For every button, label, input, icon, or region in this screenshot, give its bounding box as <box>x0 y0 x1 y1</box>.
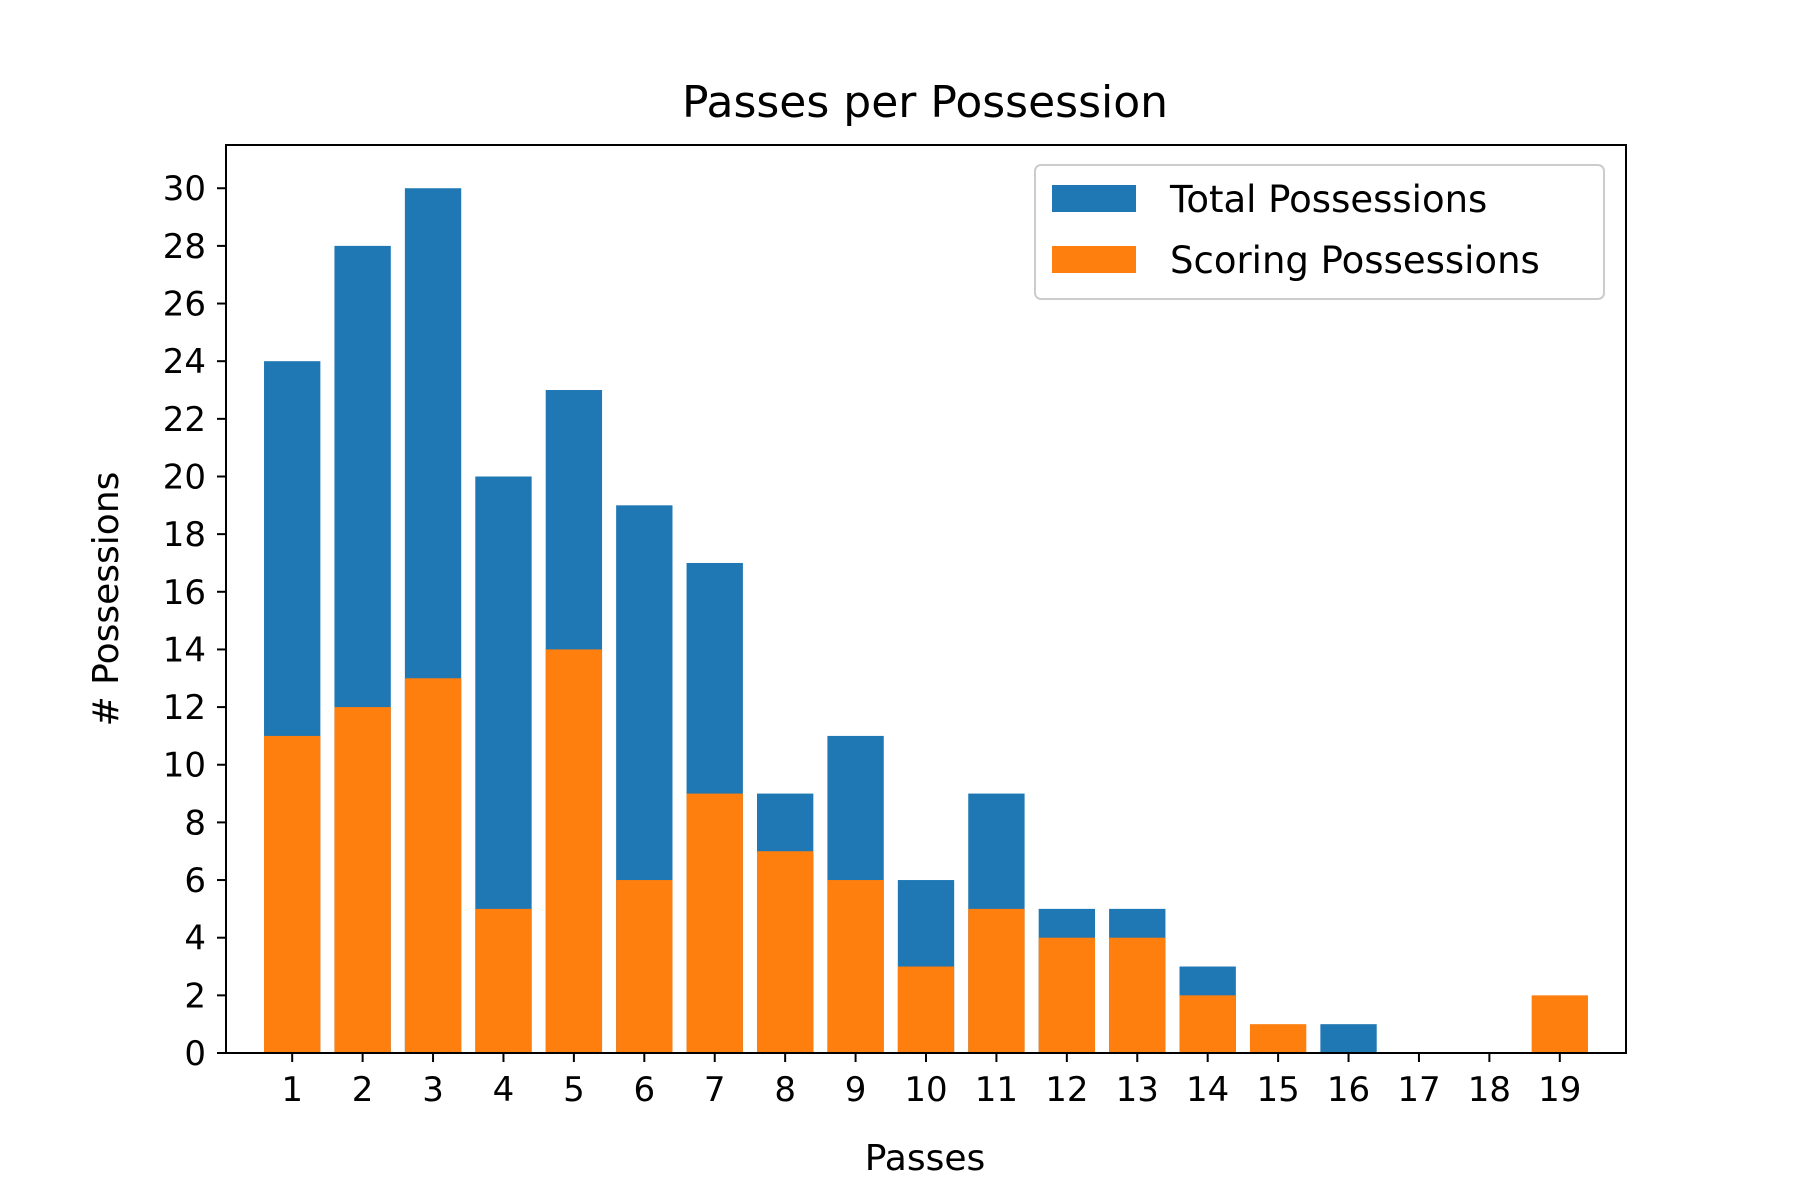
bar-scoring-12 <box>1038 937 1096 1053</box>
legend: Total Possessions Scoring Possessions <box>1034 164 1605 300</box>
x-tick-label-7: 7 <box>704 1070 726 1110</box>
bars-group <box>264 188 1588 1054</box>
x-axis-label: Passes <box>865 1138 986 1179</box>
x-tick-label-13: 13 <box>1116 1070 1159 1110</box>
x-tick-label-15: 15 <box>1256 1070 1299 1110</box>
bar-scoring-14 <box>1179 995 1236 1053</box>
bar-total-16 <box>1320 1024 1377 1053</box>
legend-swatch-total-possessions <box>1052 185 1136 212</box>
x-tick-label-4: 4 <box>493 1070 515 1110</box>
bar-scoring-9 <box>827 880 884 1053</box>
legend-label-scoring-possessions: Scoring Possessions <box>1170 239 1540 282</box>
bar-scoring-2 <box>334 707 391 1053</box>
y-tick-label-6: 6 <box>184 861 206 901</box>
bar-scoring-19 <box>1531 995 1588 1053</box>
bar-scoring-10 <box>897 966 955 1053</box>
bar-scoring-1 <box>264 735 321 1053</box>
x-tick-label-19: 19 <box>1538 1070 1581 1110</box>
x-tick-label-17: 17 <box>1397 1070 1440 1110</box>
x-tick-label-5: 5 <box>563 1070 585 1110</box>
legend-box <box>1034 164 1605 300</box>
y-tick-label-14: 14 <box>163 630 206 670</box>
y-tick-label-0: 0 <box>184 1034 206 1074</box>
x-tick-label-1: 1 <box>281 1070 303 1110</box>
legend-label-total-possessions: Total Possessions <box>1169 178 1487 221</box>
x-tick-label-2: 2 <box>352 1070 374 1110</box>
chart-title: Passes per Possession <box>682 77 1168 128</box>
y-tick-label-2: 2 <box>184 976 206 1016</box>
bar-scoring-7 <box>686 793 743 1053</box>
y-tick-label-22: 22 <box>163 400 206 440</box>
y-tick-label-28: 28 <box>163 227 206 267</box>
x-tick-label-8: 8 <box>774 1070 796 1110</box>
x-tick-label-16: 16 <box>1327 1070 1370 1110</box>
y-tick-label-20: 20 <box>163 457 206 497</box>
y-tick-label-18: 18 <box>163 515 206 555</box>
y-tick-label-26: 26 <box>163 285 206 325</box>
x-tick-label-14: 14 <box>1186 1070 1229 1110</box>
x-tick-label-10: 10 <box>904 1070 947 1110</box>
plot-frame <box>225 144 1627 1054</box>
bar-scoring-6 <box>616 880 673 1053</box>
bar-scoring-13 <box>1109 937 1166 1053</box>
bar-scoring-4 <box>475 908 532 1053</box>
y-axis-label: # Possessions <box>86 472 127 727</box>
bar-scoring-8 <box>756 851 814 1053</box>
y-tick-label-16: 16 <box>163 573 206 613</box>
bar-scoring-5 <box>545 649 603 1053</box>
bar-scoring-15 <box>1249 1024 1307 1053</box>
x-tick-label-3: 3 <box>422 1070 444 1110</box>
x-tick-label-9: 9 <box>845 1070 867 1110</box>
y-tick-label-8: 8 <box>184 803 206 843</box>
y-tick-label-10: 10 <box>163 746 206 786</box>
y-tick-label-12: 12 <box>163 688 206 728</box>
bar-scoring-11 <box>968 908 1025 1053</box>
y-tick-label-24: 24 <box>163 342 206 382</box>
x-axis-ticks: 1 2 3 4 5 6 7 8 9 10 11 12 13 14 15 16 17 18 19 <box>281 1053 1581 1110</box>
x-tick-label-6: 6 <box>633 1070 655 1110</box>
x-tick-label-18: 18 <box>1468 1070 1511 1110</box>
y-tick-label-4: 4 <box>184 919 206 959</box>
x-tick-label-12: 12 <box>1045 1070 1088 1110</box>
bar-scoring-3 <box>404 678 462 1053</box>
y-tick-label-30: 30 <box>163 169 206 209</box>
legend-swatch-scoring-possessions <box>1052 246 1136 273</box>
x-tick-label-11: 11 <box>975 1070 1018 1110</box>
